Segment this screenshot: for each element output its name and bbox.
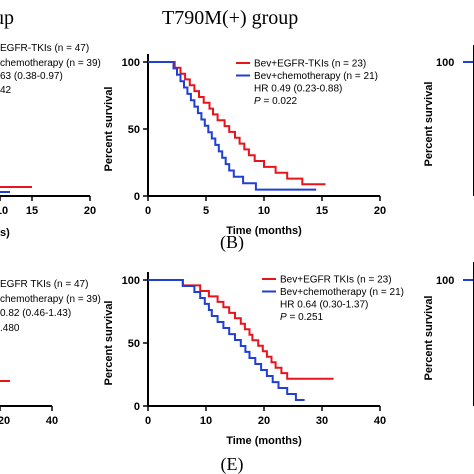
right-top-y-tick: 100 <box>436 57 454 69</box>
left-bottom-legend-line: 0.82 (0.46-1.43) <box>0 308 71 319</box>
left-top-x-tick: 20 <box>84 205 96 217</box>
survival-curve-series-2 <box>148 61 317 191</box>
stat-annotation: HR 0.64 (0.30-1.37) <box>280 300 368 311</box>
y-axis-label: Percent survival <box>103 87 115 172</box>
right-bottom-panel-fragment: Percent survival 100 <box>423 262 474 406</box>
right-bottom-y-tick: 100 <box>436 275 454 287</box>
left-bottom-legend-line: .480 <box>0 323 20 334</box>
x-tick-label: 0 <box>145 415 151 427</box>
left-top-legend-line: 42 <box>0 85 12 96</box>
left-top-x-tick: 10 <box>0 205 8 217</box>
panel-label-e: (E) <box>221 454 244 474</box>
panel-label-b: (B) <box>220 232 244 253</box>
left-group-header: up <box>0 7 14 29</box>
legend-label: Bev+EGFR TKIs (n = 23) <box>280 275 392 286</box>
y-tick-label: 0 <box>134 191 140 203</box>
x-tick-label: 40 <box>374 415 386 427</box>
stat-annotation: P = 0.022 <box>254 96 298 107</box>
y-tick-label: 50 <box>128 124 140 136</box>
y-tick-label: 50 <box>128 338 140 350</box>
x-axis-label: Time (months) <box>226 435 302 447</box>
left-top-legend-line: EGFR-TKIs (n = 47) <box>0 43 89 54</box>
left-top-x-label-fragment: s) <box>0 227 10 239</box>
x-tick-label: 10 <box>200 415 212 427</box>
x-tick-label: 10 <box>258 205 270 217</box>
x-tick-label: 15 <box>316 205 328 217</box>
x-tick-label: 5 <box>203 205 209 217</box>
legend-label: Bev+chemotherapy (n = 21) <box>254 71 378 82</box>
left-top-legend-line: chemotherapy (n = 39) <box>0 58 101 69</box>
legend-label: Bev+chemotherapy (n = 21) <box>280 287 404 298</box>
y-tick-label: 0 <box>134 401 140 413</box>
t790m-group-header: T790M(+) group <box>162 7 298 29</box>
x-tick-label: 20 <box>374 205 386 217</box>
left-top-x-tick: 15 <box>26 205 38 217</box>
y-tick-label: 100 <box>122 275 140 287</box>
right-bottom-y-label: Percent survival <box>423 296 435 381</box>
x-tick-label: 30 <box>316 415 328 427</box>
survival-curve-series-1 <box>148 61 326 186</box>
stat-annotation: P = 0.251 <box>280 312 324 323</box>
y-axis-label: Percent survival <box>103 301 115 386</box>
left-bottom-legend-line: chemotherapy (n = 39) <box>0 294 101 305</box>
x-tick-label: 20 <box>258 415 270 427</box>
left-bottom-x-tick: 20 <box>0 415 10 427</box>
left-bottom-panel-fragment: EGFR TKIs (n = 47) chemotherapy (n = 39)… <box>0 279 101 427</box>
legend-label: Bev+EGFR-TKIs (n = 23) <box>254 59 366 70</box>
right-top-panel-fragment: Percent survival 100 <box>423 45 474 196</box>
right-top-y-label: Percent survival <box>423 82 435 167</box>
survival-curve-series-1 <box>148 279 334 380</box>
y-tick-label: 100 <box>122 57 140 69</box>
survival-curve-series-2 <box>148 279 305 401</box>
left-top-legend-line: 63 (0.38-0.97) <box>0 71 63 82</box>
left-bottom-legend-line: EGFR TKIs (n = 47) <box>0 279 88 290</box>
x-tick-label: 0 <box>145 205 151 217</box>
x-axis-label: Time (months) <box>226 225 302 237</box>
survival-chart-b: 0 50 100 0 5 10 15 20 Percent survival Time (mont… <box>103 54 386 237</box>
survival-chart-e: 0 50 100 0 10 20 30 40 Percent survival Time (mon… <box>103 272 404 447</box>
left-top-panel-fragment: EGFR-TKIs (n = 47) chemotherapy (n = 39)… <box>0 43 101 239</box>
left-bottom-x-tick: 40 <box>46 415 58 427</box>
stat-annotation: HR 0.49 (0.23-0.88) <box>254 84 342 95</box>
